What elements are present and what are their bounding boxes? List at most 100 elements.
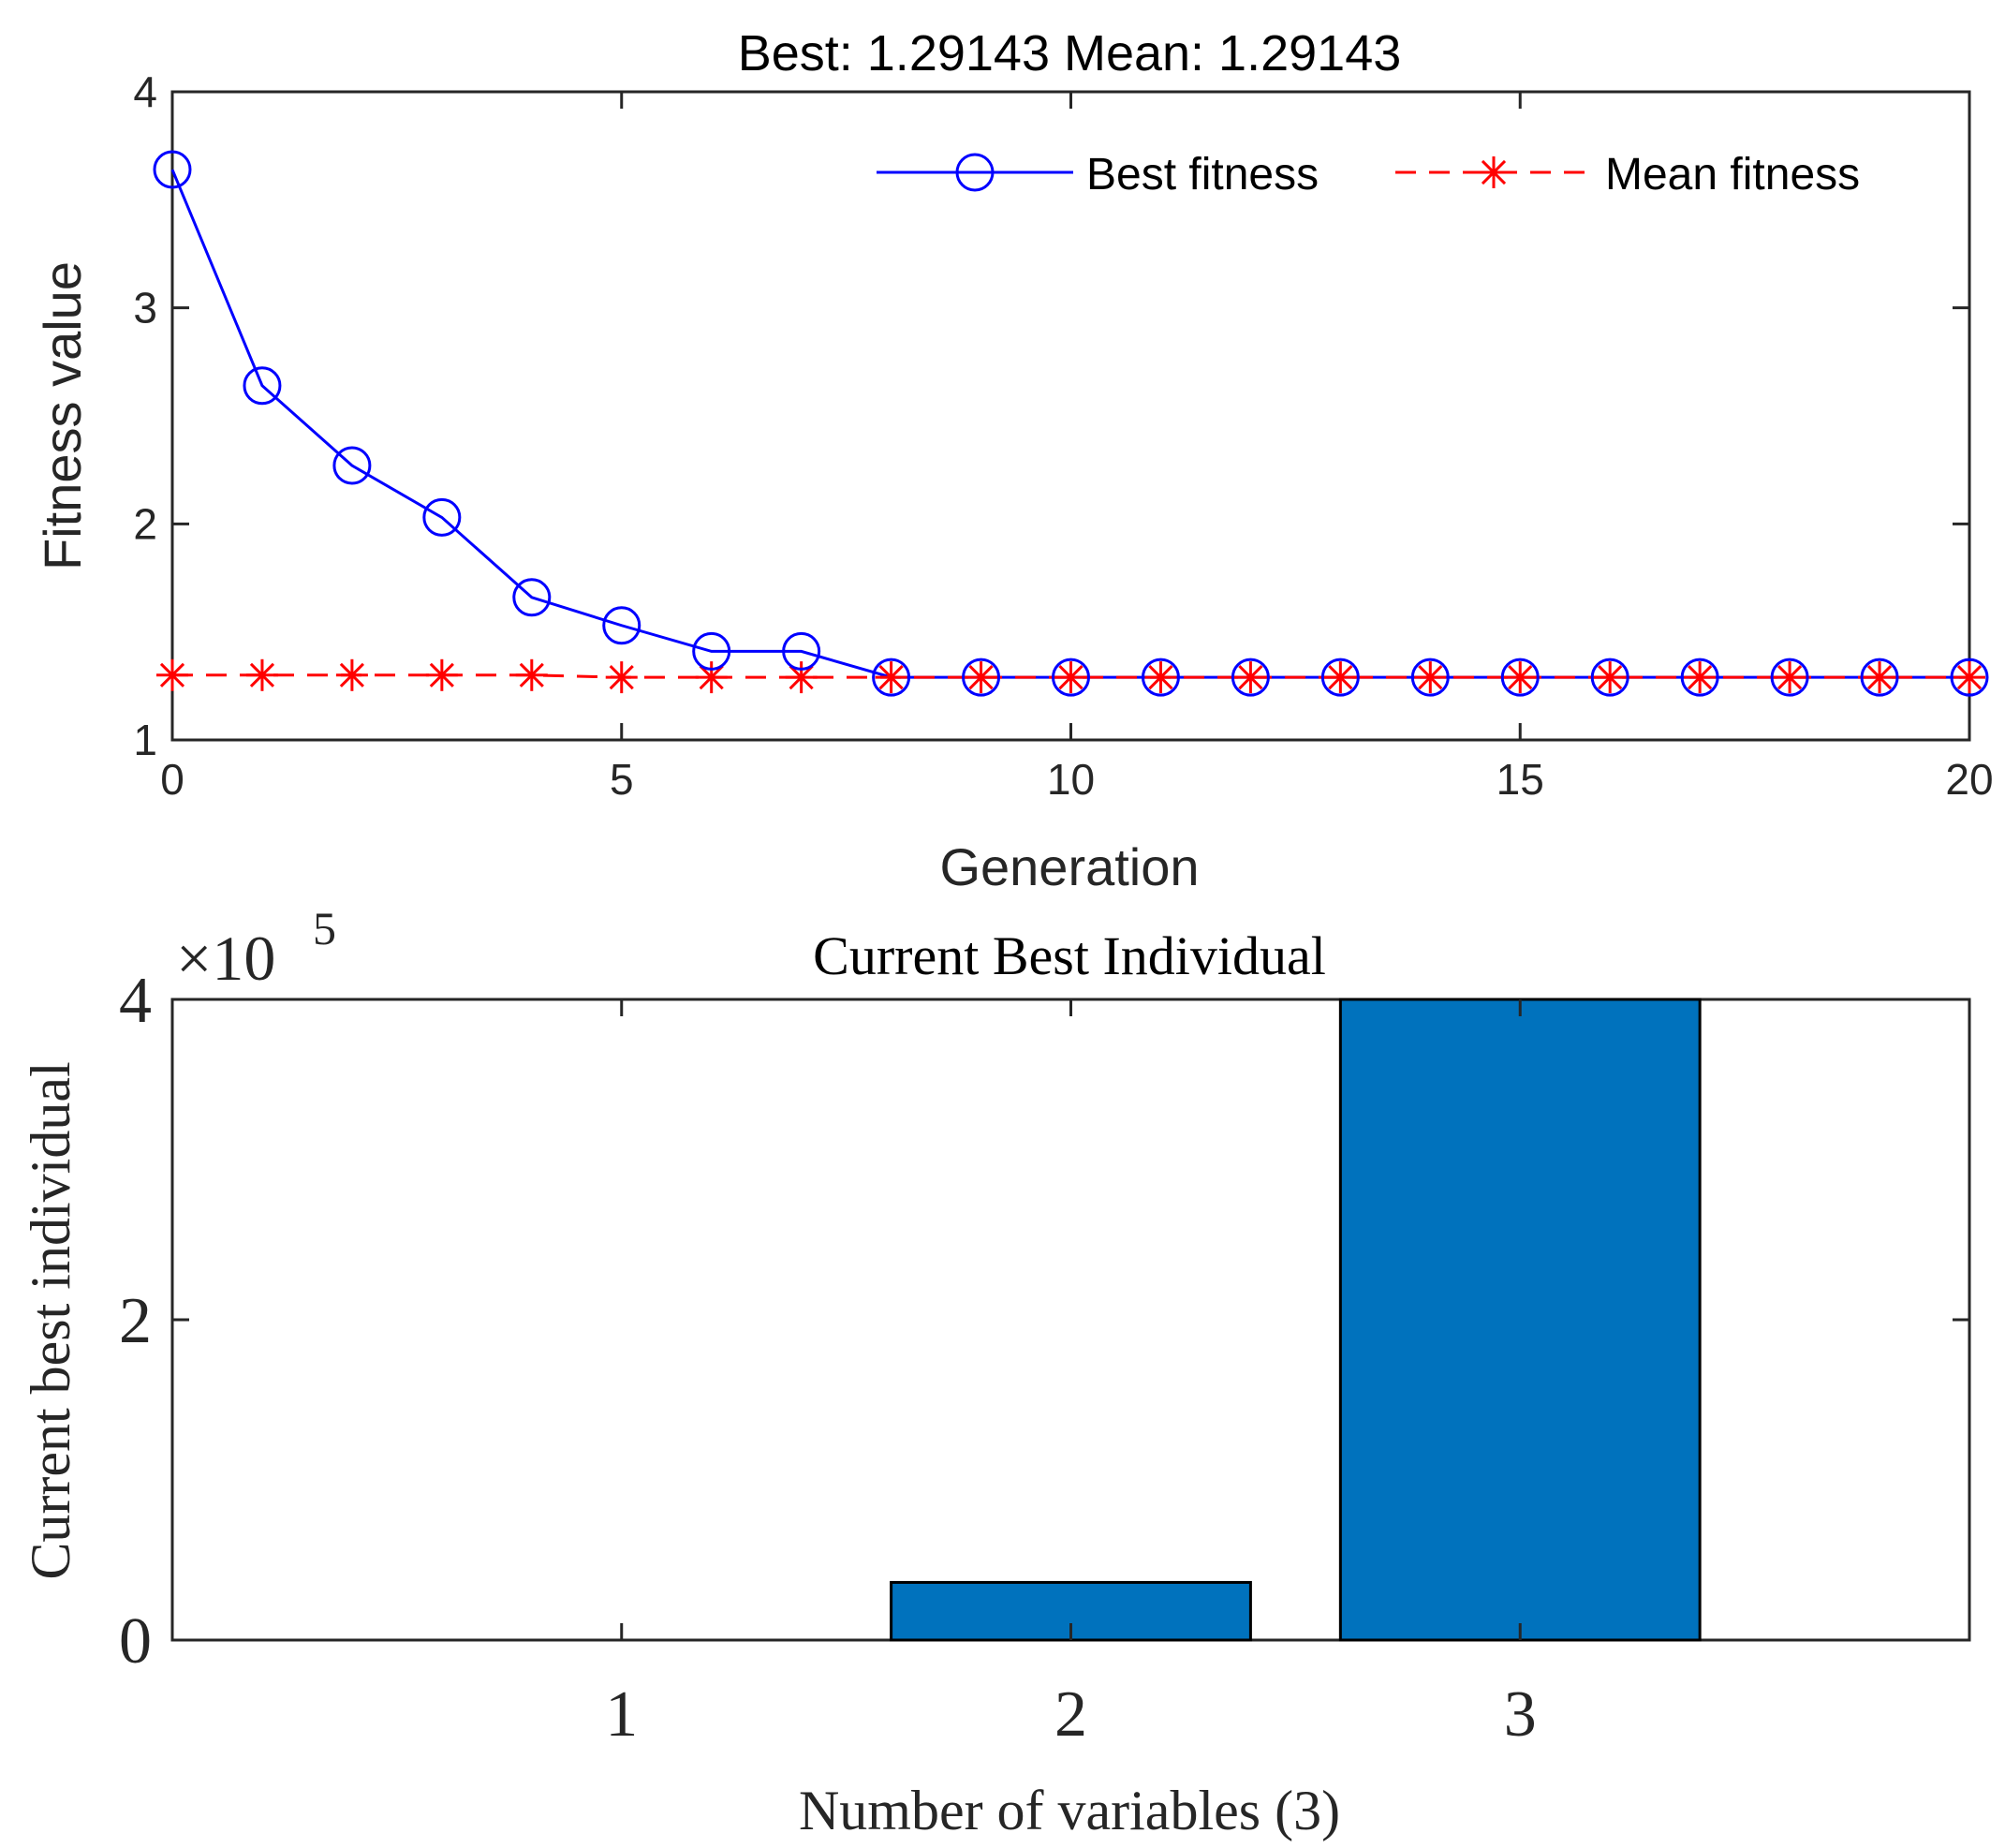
mean-fitness-point-stroke (429, 662, 454, 687)
fitness-y-tick-label: 3 (133, 284, 157, 333)
legend-mean-fitness-marker (1478, 156, 1510, 188)
best-fitness-point (1770, 658, 1809, 697)
mean-fitness-point-stroke (1238, 665, 1263, 690)
mean-fitness-point-stroke (1058, 665, 1084, 690)
mean-fitness-point (875, 661, 907, 694)
mean-fitness-point-stroke (1418, 665, 1443, 690)
mean-fitness-point-stroke (1956, 665, 1983, 690)
fitness-axes-box (170, 90, 1971, 742)
mean-fitness-point (425, 658, 458, 691)
mean-fitness-point (1414, 661, 1447, 694)
best-fitness-point (422, 497, 462, 537)
mean-fitness-point (695, 661, 728, 694)
mean-fitness-point (515, 658, 548, 691)
fitness-y-axis-label: Fitness value (33, 261, 92, 570)
individual-chart-title: Current Best Individual (813, 925, 1326, 986)
best-fitness-point (1680, 658, 1719, 697)
fitness-x-tick-label: 20 (1945, 755, 1993, 804)
mean-fitness-point-stroke (339, 662, 364, 687)
mean-fitness-point (1504, 661, 1537, 694)
fitness-x-tick-label: 0 (160, 755, 184, 804)
best-fitness-point (1231, 658, 1270, 697)
mean-fitness-point-stroke (1328, 665, 1353, 690)
individual-ticks (172, 998, 1969, 1642)
mean-fitness-point (1594, 661, 1627, 694)
best-fitness-point (1500, 658, 1540, 697)
mean-fitness-point (1324, 661, 1357, 694)
mean-fitness-point-stroke (1688, 665, 1713, 690)
best-fitness-point (1590, 658, 1629, 697)
mean-fitness-point (1953, 661, 1985, 694)
best-fitness-point (782, 631, 821, 671)
legend-mean-fitness-star (1478, 156, 1510, 188)
mean-fitness-point-stroke (1866, 665, 1893, 690)
fitness-tick-labels: 0 5 10 15 20 1 2 3 4 (133, 67, 1993, 804)
fitness-y-tick-label: 1 (133, 716, 157, 764)
fitness-ticks (170, 90, 1971, 742)
fitness-x-tick-label: 10 (1047, 755, 1095, 804)
fitness-x-axis-label: Generation (939, 837, 1199, 896)
best-fitness-point (512, 578, 552, 617)
best-fitness-point (1141, 658, 1180, 697)
mean-fitness-point-stroke (159, 662, 185, 687)
mean-fitness-point-stroke (609, 665, 634, 690)
mean-fitness-point (605, 661, 638, 694)
individual-x-axis-label: Number of variables (3) (799, 1780, 1340, 1841)
fitness-x-tick-label: 5 (610, 755, 634, 804)
mean-fitness-point-stroke (878, 665, 904, 690)
best-fitness-point (602, 606, 641, 645)
best-fitness-point (1052, 658, 1090, 697)
individual-y-tick-label: 4 (119, 965, 152, 1037)
best-fitness-point (962, 658, 1001, 697)
individual-x-tick-label: 2 (1054, 1678, 1087, 1751)
best-fitness-point (692, 631, 731, 671)
mean-fitness-point (1144, 661, 1177, 694)
individual-y-tick-label: 2 (119, 1285, 152, 1357)
individual-y-tick-label: 0 (119, 1605, 152, 1678)
individual-x-tick-label: 1 (605, 1678, 638, 1751)
best-fitness-point (1860, 658, 1899, 697)
best-fitness-point (1410, 658, 1450, 697)
mean-fitness-point (156, 658, 188, 691)
fitness-y-tick-label: 2 (133, 499, 157, 548)
individual-y-axis-label: Current best individual (20, 1061, 81, 1579)
mean-fitness-point-stroke (519, 662, 544, 687)
mean-fitness-line (172, 673, 1969, 679)
mean-fitness-point (1864, 661, 1896, 694)
individual-x-tick-label: 3 (1504, 1678, 1537, 1751)
mean-fitness-point-stroke (249, 662, 275, 687)
mean-fitness-point-stroke (789, 665, 814, 690)
best-fitness-point (1950, 658, 1989, 697)
mean-fitness-point-stroke (1508, 665, 1533, 690)
individual-bars (890, 998, 1702, 1642)
mean-fitness-point (965, 661, 997, 694)
best-fitness-point (1320, 658, 1360, 697)
fitness-x-tick-label: 15 (1496, 755, 1544, 804)
mean-fitness-point (1684, 661, 1717, 694)
mean-fitness-point (1234, 661, 1267, 694)
mean-fitness-point-stroke (968, 665, 994, 690)
fitness-chart-title: Best: 1.29143 Mean: 1.29143 (738, 25, 1402, 81)
individual-chart: 1 2 3 0 2 4 Current Best Individual Number of… (20, 902, 1971, 1841)
legend-best-fitness-marker (955, 153, 995, 192)
mean-fitness-point (245, 658, 278, 691)
best-fitness-point (332, 446, 372, 485)
legend-best-fitness-label: Best fitness (1086, 150, 1319, 200)
individual-y-exponent-label: ×10 (176, 923, 275, 994)
mean-fitness-point-stroke (1148, 665, 1173, 690)
fitness-chart: 0 5 10 15 20 1 2 3 4 Best: 1.29143 Mean: 1.29143… (33, 25, 1994, 896)
best-fitness-point (243, 366, 282, 406)
legend-mean-fitness-star-stroke (1481, 159, 1507, 185)
best-fitness-point (153, 150, 192, 189)
mean-fitness-point-stroke (1777, 665, 1803, 690)
mean-fitness-point-stroke (1598, 665, 1623, 690)
individual-y-exponent-power: 5 (313, 902, 336, 954)
best-fitness-point (872, 658, 911, 697)
bar-variable-3 (1338, 998, 1702, 1642)
fitness-series-markers (153, 150, 1989, 697)
individual-tick-labels: 1 2 3 0 2 4 (119, 965, 1537, 1751)
fitness-legend: Best fitness Mean fitness (877, 150, 1860, 200)
legend-mean-fitness-label: Mean fitness (1605, 150, 1860, 200)
mean-fitness-point (335, 658, 368, 691)
